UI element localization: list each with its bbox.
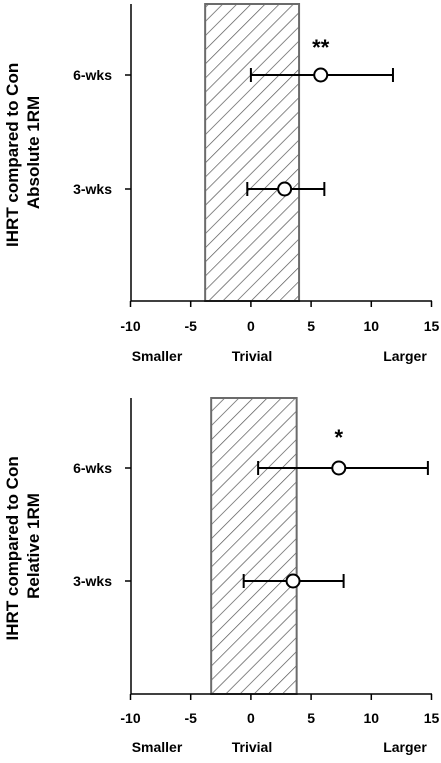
y-tick-label: 6-wks (73, 67, 112, 83)
effect-labels: Smaller Trivial Larger (132, 348, 428, 364)
effect-labels: Smaller Trivial Larger (132, 739, 428, 755)
x-tick-label: -5 (184, 710, 197, 726)
trivial-region (204, 3, 301, 302)
point-estimate (313, 67, 329, 83)
effect-label: Smaller (132, 348, 183, 364)
x-tick-label: 10 (364, 710, 380, 726)
x-tick-label: 5 (307, 318, 315, 334)
data-point-3-wks (242, 573, 345, 589)
x-tick-label: 15 (424, 318, 440, 334)
chart-panel-absolute-1rm: 6-wks 3-wks -10 -5 0 5 10 15 ** Smaller Trivial… (3, 3, 439, 364)
x-tick-label: 15 (424, 710, 440, 726)
significance-marker: ** (312, 35, 330, 60)
data-point-6-wks: * (257, 425, 429, 476)
y-ticks: 6-wks 3-wks (73, 67, 131, 197)
point-estimate (331, 460, 347, 476)
effect-label: Larger (383, 348, 427, 364)
y-tick-label: 3-wks (73, 181, 112, 197)
x-tick-label: -5 (184, 318, 197, 334)
x-tick-label: 5 (307, 710, 315, 726)
effect-label: Trivial (232, 739, 272, 755)
data-marks: * (242, 425, 429, 589)
effect-label: Larger (383, 739, 427, 755)
point-estimate (277, 181, 293, 197)
x-tick-label: 0 (247, 710, 255, 726)
x-tick-label: -10 (120, 710, 140, 726)
x-ticks: -10 -5 0 5 10 15 (120, 301, 439, 334)
x-ticks: -10 -5 0 5 10 15 (120, 694, 439, 726)
y-axis-label-line2: Absolute 1RM (24, 96, 43, 209)
y-axis-label: IHRT compared to Con Absolute 1RM (3, 58, 43, 247)
data-point-3-wks (246, 181, 326, 197)
y-axis-label-line1: IHRT compared to Con (3, 456, 22, 640)
trivial-region (210, 397, 298, 695)
x-tick-label: 10 (364, 318, 380, 334)
y-tick-label: 6-wks (73, 460, 112, 476)
data-marks: ** (246, 35, 394, 197)
effect-label: Smaller (132, 739, 183, 755)
x-tick-label: -10 (120, 318, 140, 334)
x-tick-label: 0 (247, 318, 255, 334)
data-point-6-wks: ** (249, 35, 394, 83)
y-axis-label-line2: Relative 1RM (24, 493, 43, 599)
y-axis-label-line1: IHRT compared to Con (3, 63, 22, 247)
y-tick-label: 3-wks (73, 573, 112, 589)
effect-label: Trivial (232, 348, 272, 364)
chart-panel-relative-1rm: 6-wks 3-wks -10 -5 0 5 10 15 * Smaller Trivial L… (3, 397, 439, 755)
point-estimate (285, 573, 301, 589)
y-ticks: 6-wks 3-wks (73, 460, 131, 589)
significance-marker: * (335, 425, 344, 450)
y-axis-label: IHRT compared to Con Relative 1RM (3, 452, 43, 641)
